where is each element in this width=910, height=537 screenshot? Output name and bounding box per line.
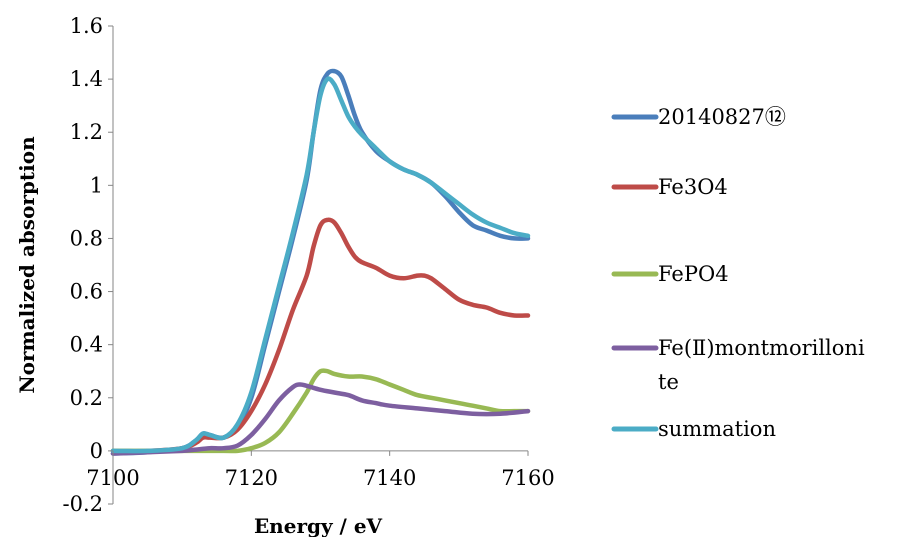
legend: 20140827⑫ Fe3O4 FePO4 Fe(Ⅱ)montmorilloni… [611, 105, 865, 441]
legend-label-20140827: 20140827⑫ [658, 105, 786, 129]
series-line-20140827 [110, 68, 531, 456]
x-tick-label: 7120 [225, 466, 278, 490]
x-axis-ticks: 7100 7120 7140 7160 [86, 450, 555, 490]
y-tick-label: 0.6 [70, 280, 103, 304]
legend-label-montmorillonite-cont: te [658, 370, 679, 394]
x-tick-label: 7140 [363, 466, 416, 490]
y-tick-label: 0.4 [70, 333, 103, 357]
y-tick-label: 1.2 [70, 120, 103, 144]
y-tick-label: 0 [90, 439, 103, 463]
y-axis-ticks: -0.2 0 0.2 0.4 0.6 0.8 1 1.2 1.4 1.6 [63, 14, 113, 516]
series-line-fe-montmorillonite [110, 382, 531, 456]
series-line-fe3o4 [110, 217, 531, 454]
x-tick-label: 7100 [86, 466, 139, 490]
y-tick-label: 1.4 [70, 67, 103, 91]
series-line-summation [110, 76, 531, 454]
legend-label-montmorillonite: Fe(Ⅱ)montmorilloni [658, 336, 865, 360]
y-tick-label: -0.2 [63, 492, 104, 516]
y-tick-label: 1.6 [70, 14, 103, 38]
legend-label-fepo4: FePO4 [658, 262, 729, 286]
y-tick-label: 0.2 [70, 386, 103, 410]
y-axis-title: Normalized absorption [15, 136, 39, 394]
legend-label-fe3o4: Fe3O4 [658, 175, 728, 199]
x-axis-title: Energy / eV [254, 514, 383, 537]
series-line-fepo4 [110, 368, 531, 454]
legend-label-summation: summation [658, 417, 776, 441]
y-tick-label: 1 [90, 173, 103, 197]
x-tick-label: 7160 [501, 466, 554, 490]
plot-area [110, 26, 531, 504]
y-tick-label: 0.8 [70, 226, 103, 250]
